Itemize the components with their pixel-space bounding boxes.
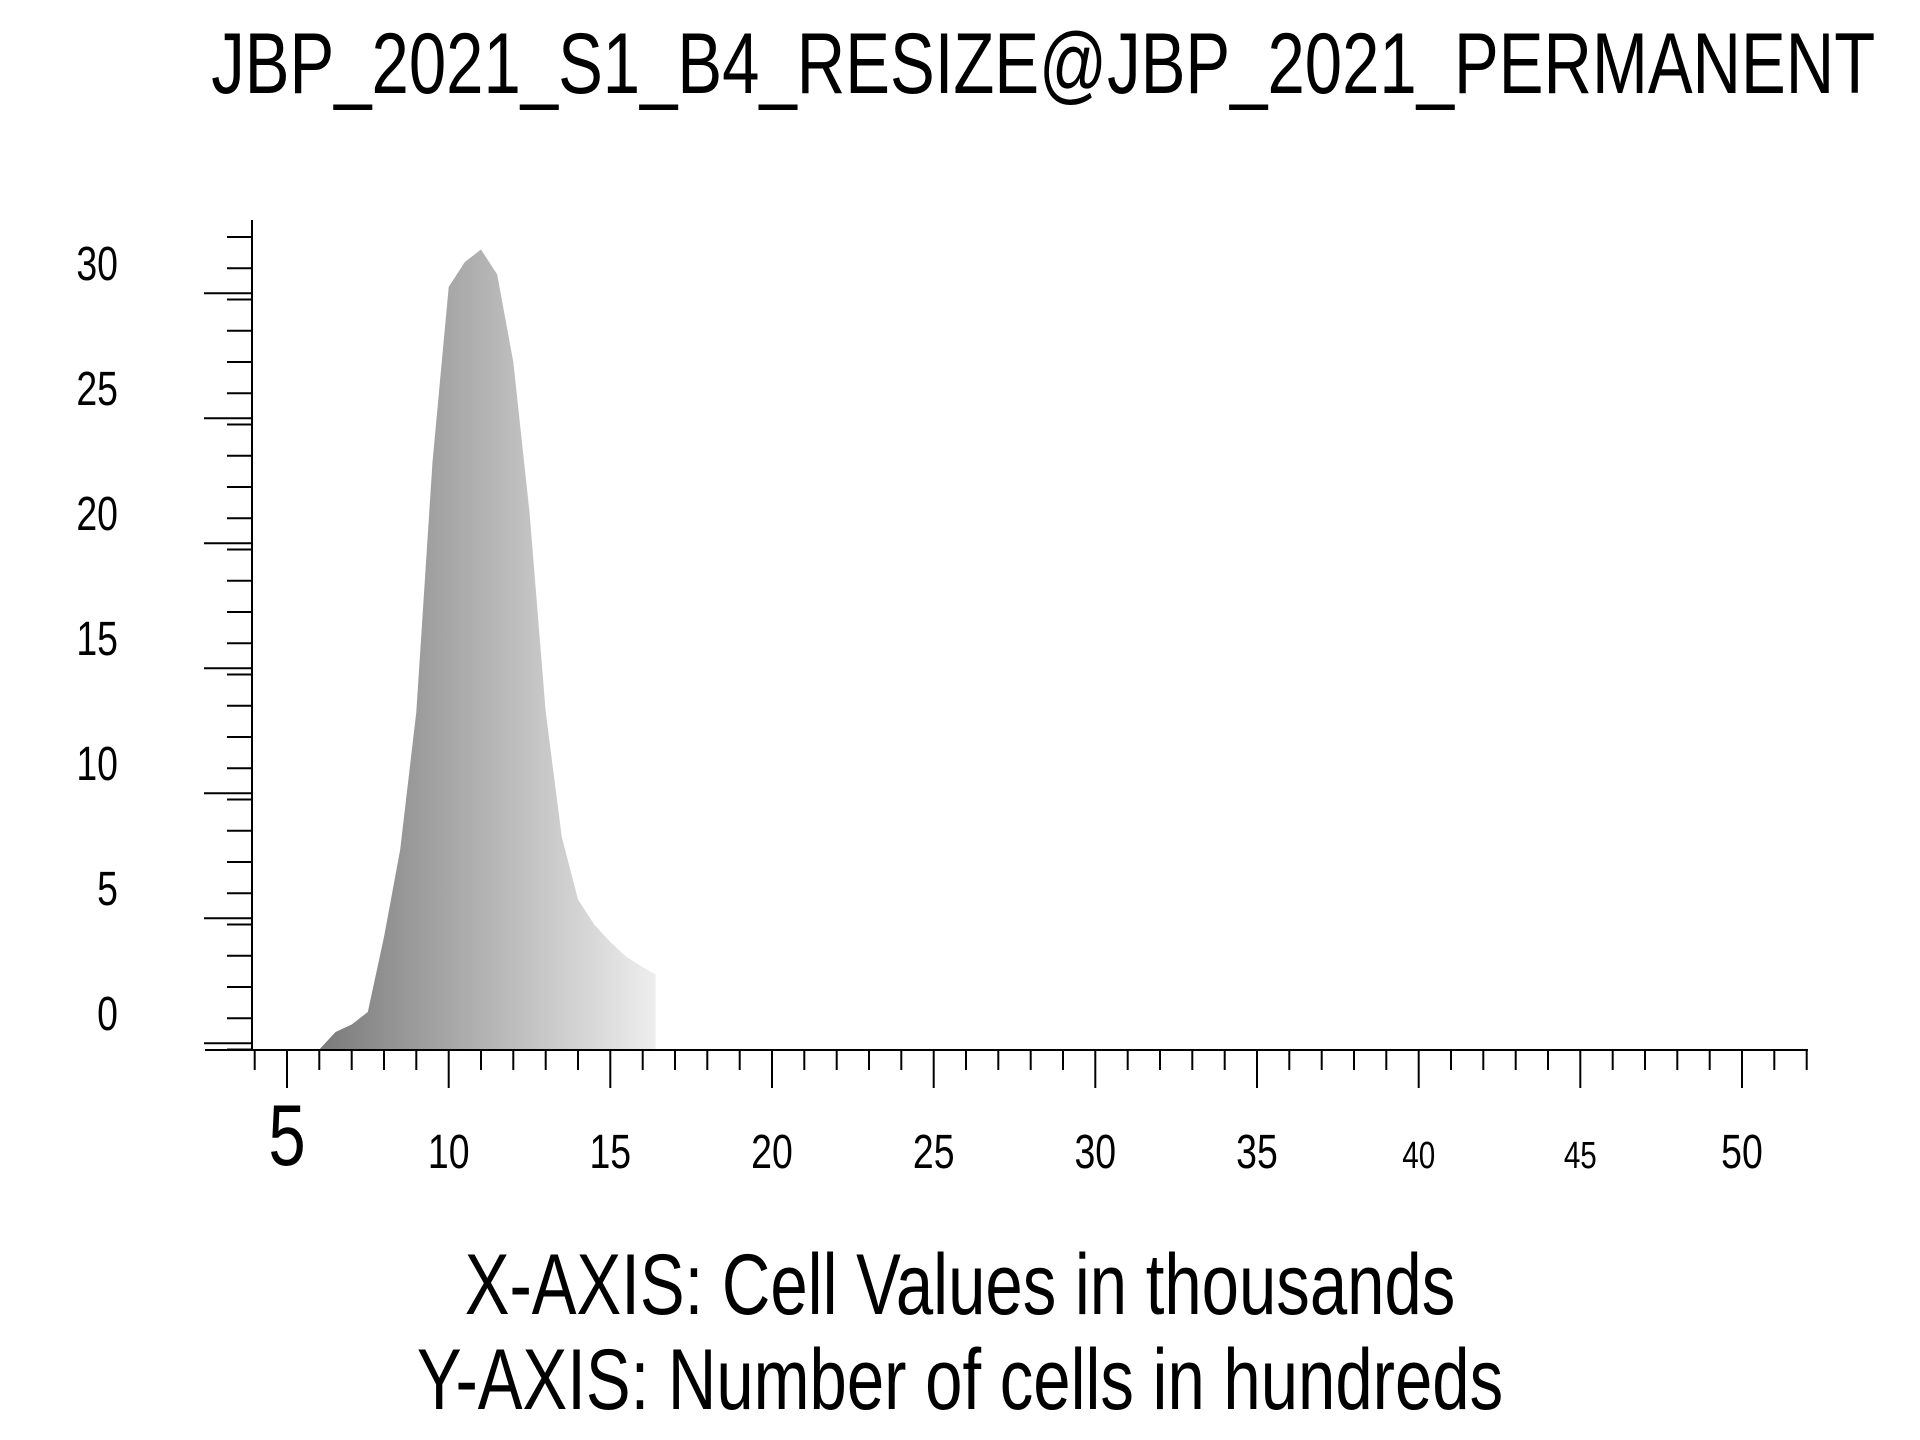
x-tick-label: 45 [1564,1135,1597,1177]
x-tick-label: 50 [1721,1126,1763,1180]
x-tick-label: 35 [1236,1126,1278,1180]
y-tick-label: 5 [97,863,118,917]
chart-title: JBP_2021_S1_B4_RESIZE@JBP_2021_PERMANENT [211,16,1876,112]
x-tick-label: 25 [913,1126,955,1180]
x-tick-label: 20 [751,1126,793,1180]
x-tick-label: 5 [268,1088,305,1184]
y-tick-label: 15 [76,613,118,667]
y-tick-label: 25 [76,363,118,417]
y-axis-label: Y-AXIS: Number of cells in hundreds [416,1332,1504,1428]
histogram-area [319,249,656,1050]
y-tick-label: 20 [76,488,118,542]
y-tick-label: 0 [97,988,118,1042]
x-axis: 5 10 15 20 25 30 35 40 45 50 [205,1049,1808,1184]
x-tick-label: 30 [1074,1126,1116,1180]
x-tick-label: 40 [1402,1135,1435,1177]
y-tick-label: 30 [76,238,118,292]
plot-area [319,249,656,1050]
y-tick-label: 10 [76,738,118,792]
x-axis-label: X-AXIS: Cell Values in thousands [464,1237,1456,1333]
x-tick-label: 15 [589,1126,631,1180]
y-axis: 0 5 10 15 20 25 30 [76,220,253,1051]
x-tick-label: 10 [428,1126,470,1180]
